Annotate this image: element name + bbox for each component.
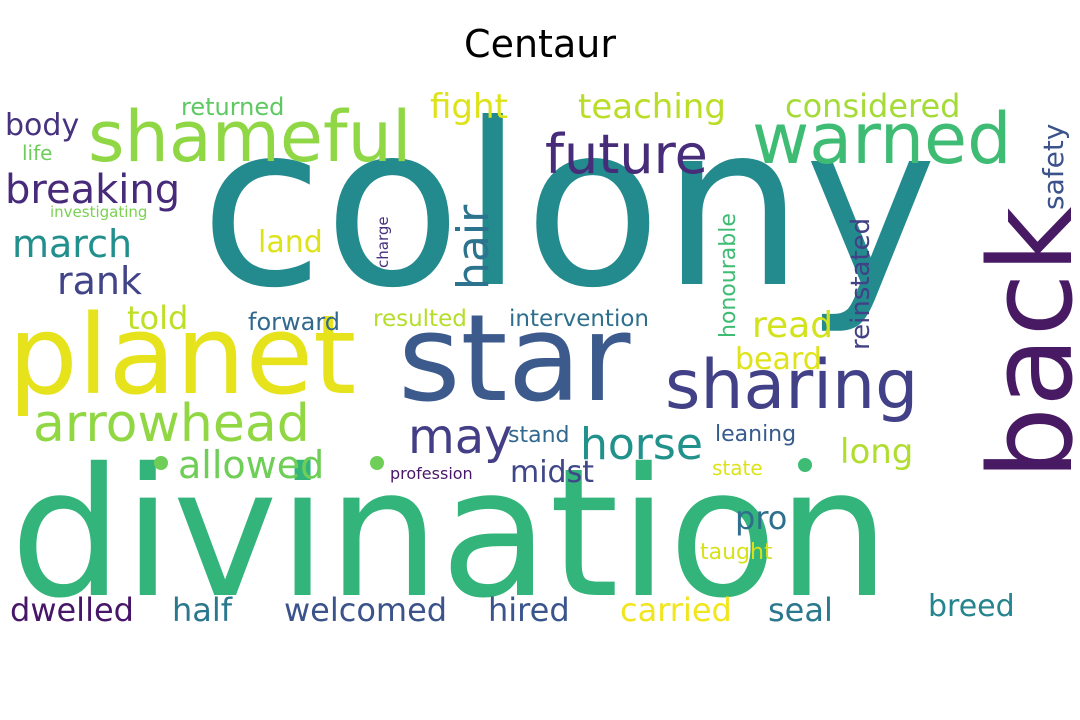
word-shameful: shameful: [88, 96, 412, 178]
word-hired: hired: [488, 591, 570, 629]
word-forward: forward: [248, 308, 341, 336]
word-welcomed: welcomed: [284, 591, 448, 629]
word-march: march: [12, 222, 133, 266]
word-half: half: [172, 591, 233, 629]
word-breaking: breaking: [5, 167, 181, 213]
word-dwelled: dwelled: [10, 591, 134, 629]
word-rank: rank: [57, 259, 142, 303]
word-hair: hair: [448, 204, 499, 290]
word-leaning: leaning: [715, 422, 797, 447]
word-divination: divination: [10, 430, 891, 637]
word-state: state: [712, 456, 763, 480]
word-horse: horse: [580, 419, 703, 470]
word-beard: beard: [735, 342, 822, 377]
word-star: star: [398, 290, 631, 429]
word-profession: profession: [390, 464, 473, 483]
word-back: back: [965, 206, 1080, 480]
word-arrowhead: arrowhead: [33, 394, 310, 454]
word-charge: charge: [374, 216, 392, 268]
word-intervention: intervention: [509, 306, 649, 332]
word-land: land: [258, 225, 323, 260]
word-carried: carried: [620, 591, 732, 629]
word-future: future: [545, 123, 708, 186]
word-long: long: [840, 432, 914, 472]
word-allowed: allowed: [178, 443, 325, 487]
dot-mark: [154, 456, 168, 470]
word-teaching: teaching: [578, 87, 726, 127]
word-midst: midst: [510, 455, 594, 490]
word-breed: breed: [928, 589, 1015, 624]
word-warned: warned: [752, 98, 1012, 180]
word-read: read: [752, 305, 834, 346]
word-investigating: investigating: [50, 203, 148, 221]
word-pro: pro: [735, 499, 788, 537]
word-life: life: [22, 141, 53, 165]
word-planet: planet: [8, 291, 357, 419]
word-returned: returned: [181, 93, 285, 121]
word-sharing: sharing: [665, 346, 919, 425]
word-honourable: honourable: [716, 213, 741, 338]
word-taught: taught: [700, 540, 773, 565]
cloud-title: Centaur: [464, 22, 616, 66]
dot-mark: [370, 456, 384, 470]
word-fight: fight: [430, 87, 508, 127]
word-safety: safety: [1037, 123, 1070, 210]
word-resulted: resulted: [373, 306, 467, 332]
dot-mark: [798, 458, 812, 472]
word-told: told: [127, 299, 189, 337]
word-colony: colony: [200, 76, 938, 338]
word-considered: considered: [785, 87, 961, 125]
word-may: may: [408, 409, 513, 465]
word-seal: seal: [768, 591, 833, 629]
word-stand: stand: [508, 423, 570, 448]
word-body: body: [5, 108, 80, 143]
word-reinstated: reinstated: [846, 217, 876, 350]
